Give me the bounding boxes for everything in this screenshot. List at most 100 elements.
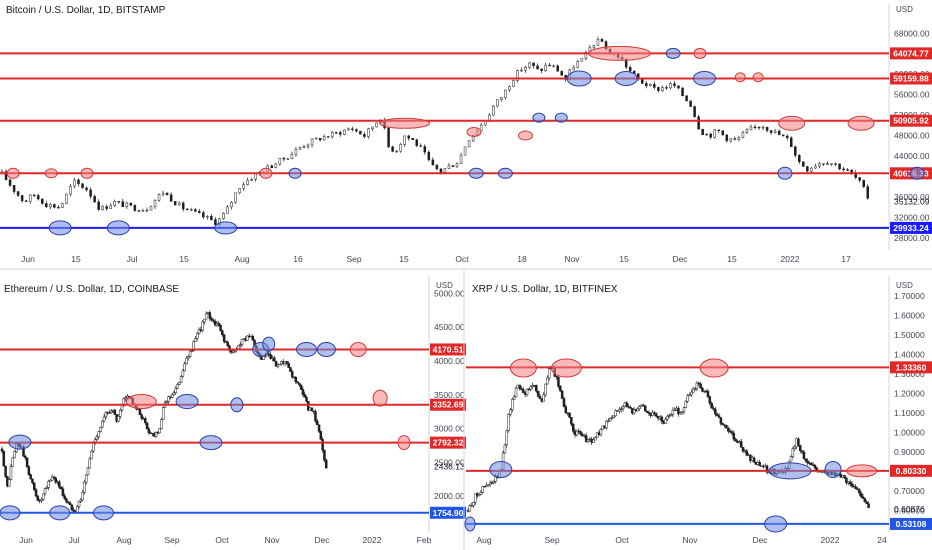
x-tick-label: Nov [564, 254, 580, 264]
resistance-highlight-ellipse[interactable] [509, 358, 537, 378]
support-highlight-ellipse[interactable] [49, 505, 71, 521]
y-tick-label: 48000.00 [894, 131, 930, 141]
resistance-highlight-ellipse[interactable] [847, 115, 875, 131]
candle-down [685, 95, 688, 102]
support-highlight-ellipse[interactable] [497, 167, 513, 179]
support-highlight-ellipse[interactable] [489, 461, 513, 479]
support-highlight-ellipse[interactable] [768, 462, 812, 480]
support-highlight-ellipse[interactable] [777, 166, 793, 180]
resistance-highlight-ellipse[interactable] [349, 341, 367, 357]
support-highlight-ellipse[interactable] [175, 394, 199, 410]
candle-down [228, 345, 231, 351]
candle-up [470, 505, 473, 507]
x-tick-label: Aug [234, 254, 249, 264]
resistance-highlight-ellipse[interactable] [379, 117, 431, 129]
resistance-highlight-ellipse[interactable] [372, 389, 388, 407]
candle-down [439, 168, 443, 173]
resistance-highlight-ellipse[interactable] [6, 167, 20, 179]
support-highlight-ellipse[interactable] [665, 47, 681, 59]
candle-up [608, 418, 612, 422]
support-highlight-ellipse[interactable] [0, 505, 21, 521]
candle-up [542, 394, 545, 402]
candle-up [547, 368, 551, 379]
candle-down [653, 83, 656, 88]
candle-up [183, 363, 186, 371]
support-highlight-ellipse[interactable] [93, 505, 115, 521]
candle-up [664, 418, 667, 424]
support-highlight-ellipse[interactable] [296, 341, 318, 357]
candle-down [697, 382, 700, 385]
candle-up [472, 502, 475, 506]
resistance-highlight-ellipse[interactable] [44, 168, 58, 179]
resistance-highlight-ellipse[interactable] [80, 167, 94, 179]
resistance-highlight-ellipse[interactable] [699, 358, 729, 378]
candle-up [552, 65, 555, 67]
resistance-highlight-ellipse[interactable] [693, 47, 707, 59]
resistance-highlight-ellipse[interactable] [259, 167, 273, 179]
candle-up [181, 370, 185, 377]
support-highlight-ellipse[interactable] [824, 461, 842, 479]
resistance-highlight-ellipse[interactable] [466, 126, 482, 137]
candle-up [347, 128, 350, 131]
support-highlight-ellipse[interactable] [566, 70, 592, 87]
candle-up [619, 408, 623, 410]
support-highlight-ellipse[interactable] [909, 166, 925, 180]
support-highlight-ellipse[interactable] [8, 434, 32, 450]
candle-down [628, 66, 632, 72]
candle-down [36, 495, 40, 501]
support-highlight-ellipse[interactable] [214, 221, 238, 235]
candle-down [387, 127, 390, 148]
candle-down [324, 459, 328, 469]
x-tick-label: Aug [116, 535, 131, 545]
candle-down [185, 208, 189, 211]
resistance-highlight-ellipse[interactable] [846, 464, 878, 478]
candle-down [769, 130, 773, 133]
resistance-highlight-ellipse[interactable] [125, 394, 157, 410]
support-highlight-ellipse[interactable] [554, 112, 568, 123]
candle-down [854, 486, 857, 489]
y-tick-label: 1.60000 [894, 310, 925, 320]
support-highlight-ellipse[interactable] [48, 220, 72, 236]
resistance-highlight-ellipse[interactable] [778, 115, 806, 131]
candle-down [681, 87, 684, 97]
support-highlight-ellipse[interactable] [532, 112, 546, 123]
candle-up [69, 186, 72, 195]
candle-up [192, 341, 195, 352]
candle-down [274, 360, 278, 367]
support-highlight-ellipse[interactable] [230, 397, 244, 413]
support-highlight-ellipse[interactable] [106, 220, 130, 236]
support-highlight-ellipse[interactable] [199, 435, 223, 451]
resistance-highlight-ellipse[interactable] [397, 435, 411, 451]
candle-up [298, 146, 302, 150]
resistance-highlight-ellipse[interactable] [517, 130, 533, 141]
candle-up [185, 357, 188, 365]
candle-up [614, 410, 617, 417]
candle-down [560, 71, 563, 76]
candle-down [865, 501, 868, 505]
candle-down [806, 460, 809, 464]
resistance-highlight-ellipse[interactable] [734, 72, 746, 83]
x-tick-label: 17 [841, 254, 851, 264]
candle-down [290, 371, 294, 378]
candle-down [97, 201, 100, 210]
support-highlight-ellipse[interactable] [764, 515, 788, 533]
candle-down [317, 424, 321, 432]
currency-label: USD [436, 281, 453, 290]
candle-down [745, 450, 748, 456]
y-tick-label: 4500.00 [434, 322, 465, 332]
resistance-highlight-ellipse[interactable] [752, 72, 764, 83]
support-highlight-ellipse[interactable] [468, 167, 484, 179]
support-highlight-ellipse[interactable] [288, 167, 302, 179]
resistance-highlight-ellipse[interactable] [587, 45, 651, 61]
y-tick-label: 4000.00 [434, 356, 465, 366]
candle-down [316, 420, 319, 426]
candle-down [287, 363, 290, 368]
support-highlight-ellipse[interactable] [464, 516, 476, 532]
candle-down [129, 202, 133, 206]
candle-down [548, 64, 551, 67]
support-highlight-ellipse[interactable] [262, 336, 276, 352]
resistance-highlight-ellipse[interactable] [550, 358, 582, 378]
support-highlight-ellipse[interactable] [316, 341, 336, 357]
support-highlight-ellipse[interactable] [692, 71, 716, 87]
support-highlight-ellipse[interactable] [614, 71, 638, 87]
